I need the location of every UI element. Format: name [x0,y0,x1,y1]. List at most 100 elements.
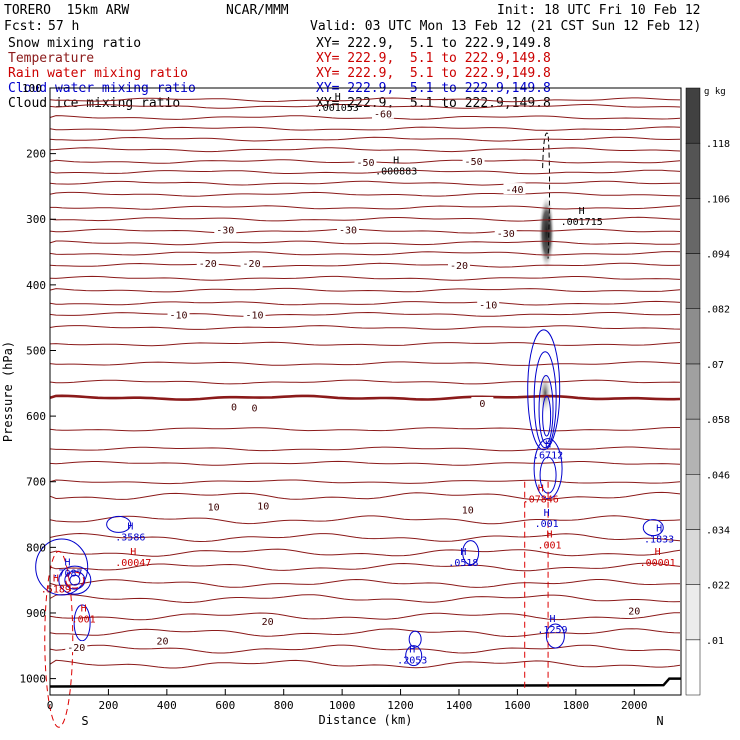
cloud-water-contour [542,395,552,437]
cloud-water-contour [408,630,422,648]
x-tick-label: 600 [215,699,235,712]
colorbar-tick-label: .106 [706,194,730,205]
isotherm-line [49,251,681,256]
isotherm-line [49,427,680,432]
cloud-water-contour [405,645,423,667]
maximum-value: .07846 [523,495,559,506]
isotherm-line [49,115,681,120]
isotherm-line [49,548,681,557]
isotherm-label: 20 [156,637,168,648]
maximum-value: .001053 [317,103,359,114]
model-name: TORERO 15km ARW [4,3,130,18]
maximum-marker: H [544,508,550,519]
isotherm-label: -20 [199,259,217,270]
isotherm-label-bg [471,396,494,408]
isotherm-line [49,126,681,131]
cloud-water-contour [527,329,561,451]
colorbar-tick-label: .07 [706,360,724,371]
y-tick-label: 200 [26,148,46,161]
maximum-value: .1833 [644,535,674,546]
cloud-water-contour [642,519,664,537]
isotherm-line [49,104,681,109]
cloud-water-contour [58,565,92,595]
colorbar-tick-label: .118 [706,139,730,150]
colorbar-tick-label: .022 [706,581,730,592]
field-name: Cloud ice mixing ratio [8,96,181,111]
isotherm-line [49,644,681,654]
isotherm-line [49,515,681,525]
y-tick-label: 1000 [20,673,47,686]
init-time: Init: 18 UTC Fri 10 Feb 12 [497,3,701,18]
isotherm-label: 20 [262,617,274,628]
isotherm-label-bg [372,107,395,119]
maximum-marker: H [655,547,661,558]
isotherm-label: -30 [339,226,357,237]
maximum-value: .0518 [448,558,478,569]
x-tick-label: 1400 [446,699,473,712]
isotherm-label-bg [336,223,359,235]
isotherm-line [49,216,681,222]
isotherm-line [49,287,681,293]
isotherm-line [49,562,681,572]
isotherm-line [49,275,681,281]
maximum-marker: H [65,558,71,569]
maximum-marker: H [579,206,585,217]
maximum-marker: H [393,155,399,166]
isotherm-line [49,491,681,501]
maximum-value: .5189 [41,584,71,595]
isotherm-line [49,300,681,306]
colorbar-segment [685,87,701,144]
maximum-marker: H [538,484,544,495]
x-tick-label: 800 [274,699,294,712]
maximum-value: .001 [537,541,561,552]
isotherm-label: 0 [251,404,257,415]
y-tick-label: 900 [26,607,46,620]
colorbar-segment [685,529,701,585]
field-name: Temperature [8,51,95,66]
isotherm-line [49,361,681,366]
colorbar-segment [685,253,701,309]
isotherm-line [49,628,681,638]
isotherm-label-bg [196,257,219,269]
isotherm-label: -40 [505,185,523,196]
center-name: NCAR/MMM [226,3,289,18]
isotherm-label: -10 [479,301,497,312]
maximum-value: .001715 [561,217,603,228]
isotherm-line [49,169,681,175]
isotherm-line [50,205,681,210]
y-tick-label: 700 [26,476,46,489]
maximum-marker: H [409,644,415,655]
colorbar-tick-label: .082 [706,305,730,316]
cloud-water-contour [545,623,565,649]
isotherm-label-bg [256,614,279,626]
isotherm-label: -20 [67,643,85,654]
isotherm-label-bg [243,308,266,320]
colorbar-tick-label: .046 [706,470,730,481]
fcst-value: 57 h [48,19,80,34]
rain-contour [65,571,85,589]
isotherm-line [49,262,681,268]
isotherm-line [49,341,681,347]
isotherm-line [49,594,681,604]
field-name: Rain water mixing ratio [8,66,189,81]
y-tick-label: 300 [26,213,46,226]
isotherm-label-bg [167,308,190,320]
isotherm-label: 10 [462,505,474,516]
isotherm-line [49,578,680,588]
isotherm-label-bg [202,500,225,512]
y-tick-label: 400 [26,279,46,292]
isotherm-line [49,612,681,621]
isotherm-label: -10 [170,310,188,321]
maximum-value: .000883 [375,166,417,177]
isotherm-line [49,240,681,246]
isotherm-label-bg [223,400,246,412]
valid-time: Valid: 03 UTC Mon 13 Feb 12 (21 CST Sun … [310,19,702,34]
isotherm-label-bg [151,634,174,646]
maximum-marker: H [460,547,466,558]
colorbar-tick-label: .01 [706,636,724,647]
y-tick-label: 500 [26,344,46,357]
maximum-value: .6712 [533,451,563,462]
isotherm-label: 10 [208,503,220,514]
x-axis-title: Distance (km) [319,713,413,727]
cloud-water-contour [533,438,563,500]
